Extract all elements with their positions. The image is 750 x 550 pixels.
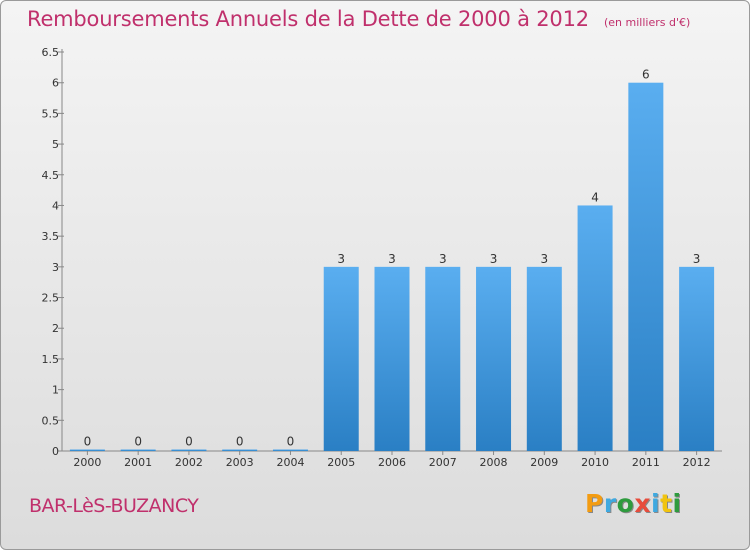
data-label: 0 — [236, 435, 244, 449]
bar — [577, 205, 613, 451]
bar — [628, 82, 664, 451]
y-tick-label: 2 — [52, 322, 59, 335]
y-tick-label: 6.5 — [42, 46, 60, 59]
x-tick-label: 2005 — [327, 456, 355, 469]
data-label: 3 — [490, 252, 498, 266]
title-row: Remboursements Annuels de la Dette de 20… — [27, 7, 690, 31]
bar — [222, 449, 258, 451]
data-label: 3 — [540, 252, 548, 266]
bar — [425, 266, 461, 451]
data-label: 4 — [591, 190, 599, 204]
y-tick-label: 4 — [52, 199, 59, 212]
logo-letter: x — [634, 489, 651, 518]
x-tick-label: 2003 — [226, 456, 254, 469]
y-tick-label: 3.5 — [42, 230, 60, 243]
y-tick-label: 1.5 — [42, 353, 60, 366]
logo-letter: r — [603, 489, 617, 518]
x-tick-label: 2009 — [530, 456, 558, 469]
y-tick-label: 6 — [52, 77, 59, 90]
data-label: 0 — [84, 435, 92, 449]
chart-title: Remboursements Annuels de la Dette de 20… — [27, 7, 589, 31]
bar — [526, 266, 562, 451]
logo-letter: P — [585, 489, 604, 518]
x-tick-label: 2012 — [683, 456, 711, 469]
data-label: 0 — [287, 435, 295, 449]
data-label: 3 — [439, 252, 447, 266]
logo-letter: o — [616, 489, 635, 518]
bar — [374, 266, 410, 451]
logo-letter: i — [651, 489, 661, 518]
y-tick-label: 3 — [52, 261, 59, 274]
place-name: BAR-LèS-BUZANCY — [29, 495, 199, 517]
x-tick-label: 2000 — [73, 456, 101, 469]
logo-letter: t — [660, 489, 673, 518]
y-tick-label: 2.5 — [42, 292, 60, 305]
bar — [679, 266, 715, 451]
data-label: 3 — [693, 252, 701, 266]
x-tick-label: 2004 — [276, 456, 304, 469]
x-tick-label: 2011 — [632, 456, 660, 469]
x-tick-label: 2010 — [581, 456, 609, 469]
y-tick-label: 0.5 — [42, 414, 60, 427]
bar — [323, 266, 359, 451]
y-tick-label: 0 — [52, 445, 59, 458]
data-label: 0 — [134, 435, 142, 449]
bar — [120, 449, 156, 451]
proxiti-logo: Proxiti — [585, 489, 682, 518]
y-tick-label: 5.5 — [42, 107, 60, 120]
data-label: 6 — [642, 68, 650, 82]
bar — [69, 449, 105, 451]
y-tick-label: 5 — [52, 138, 59, 151]
data-label: 0 — [185, 435, 193, 449]
data-label: 3 — [388, 252, 396, 266]
x-tick-label: 2001 — [124, 456, 152, 469]
data-label: 3 — [337, 252, 345, 266]
x-tick-label: 2008 — [480, 456, 508, 469]
bar — [476, 266, 512, 451]
bar — [272, 449, 308, 451]
chart-subtitle: (en milliers d'€) — [604, 16, 691, 29]
bar — [171, 449, 207, 451]
logo-letter: i — [672, 489, 682, 518]
y-tick-label: 1 — [52, 384, 59, 397]
x-tick-label: 2002 — [175, 456, 203, 469]
x-tick-label: 2007 — [429, 456, 457, 469]
y-tick-label: 4.5 — [42, 169, 60, 182]
x-tick-label: 2006 — [378, 456, 406, 469]
